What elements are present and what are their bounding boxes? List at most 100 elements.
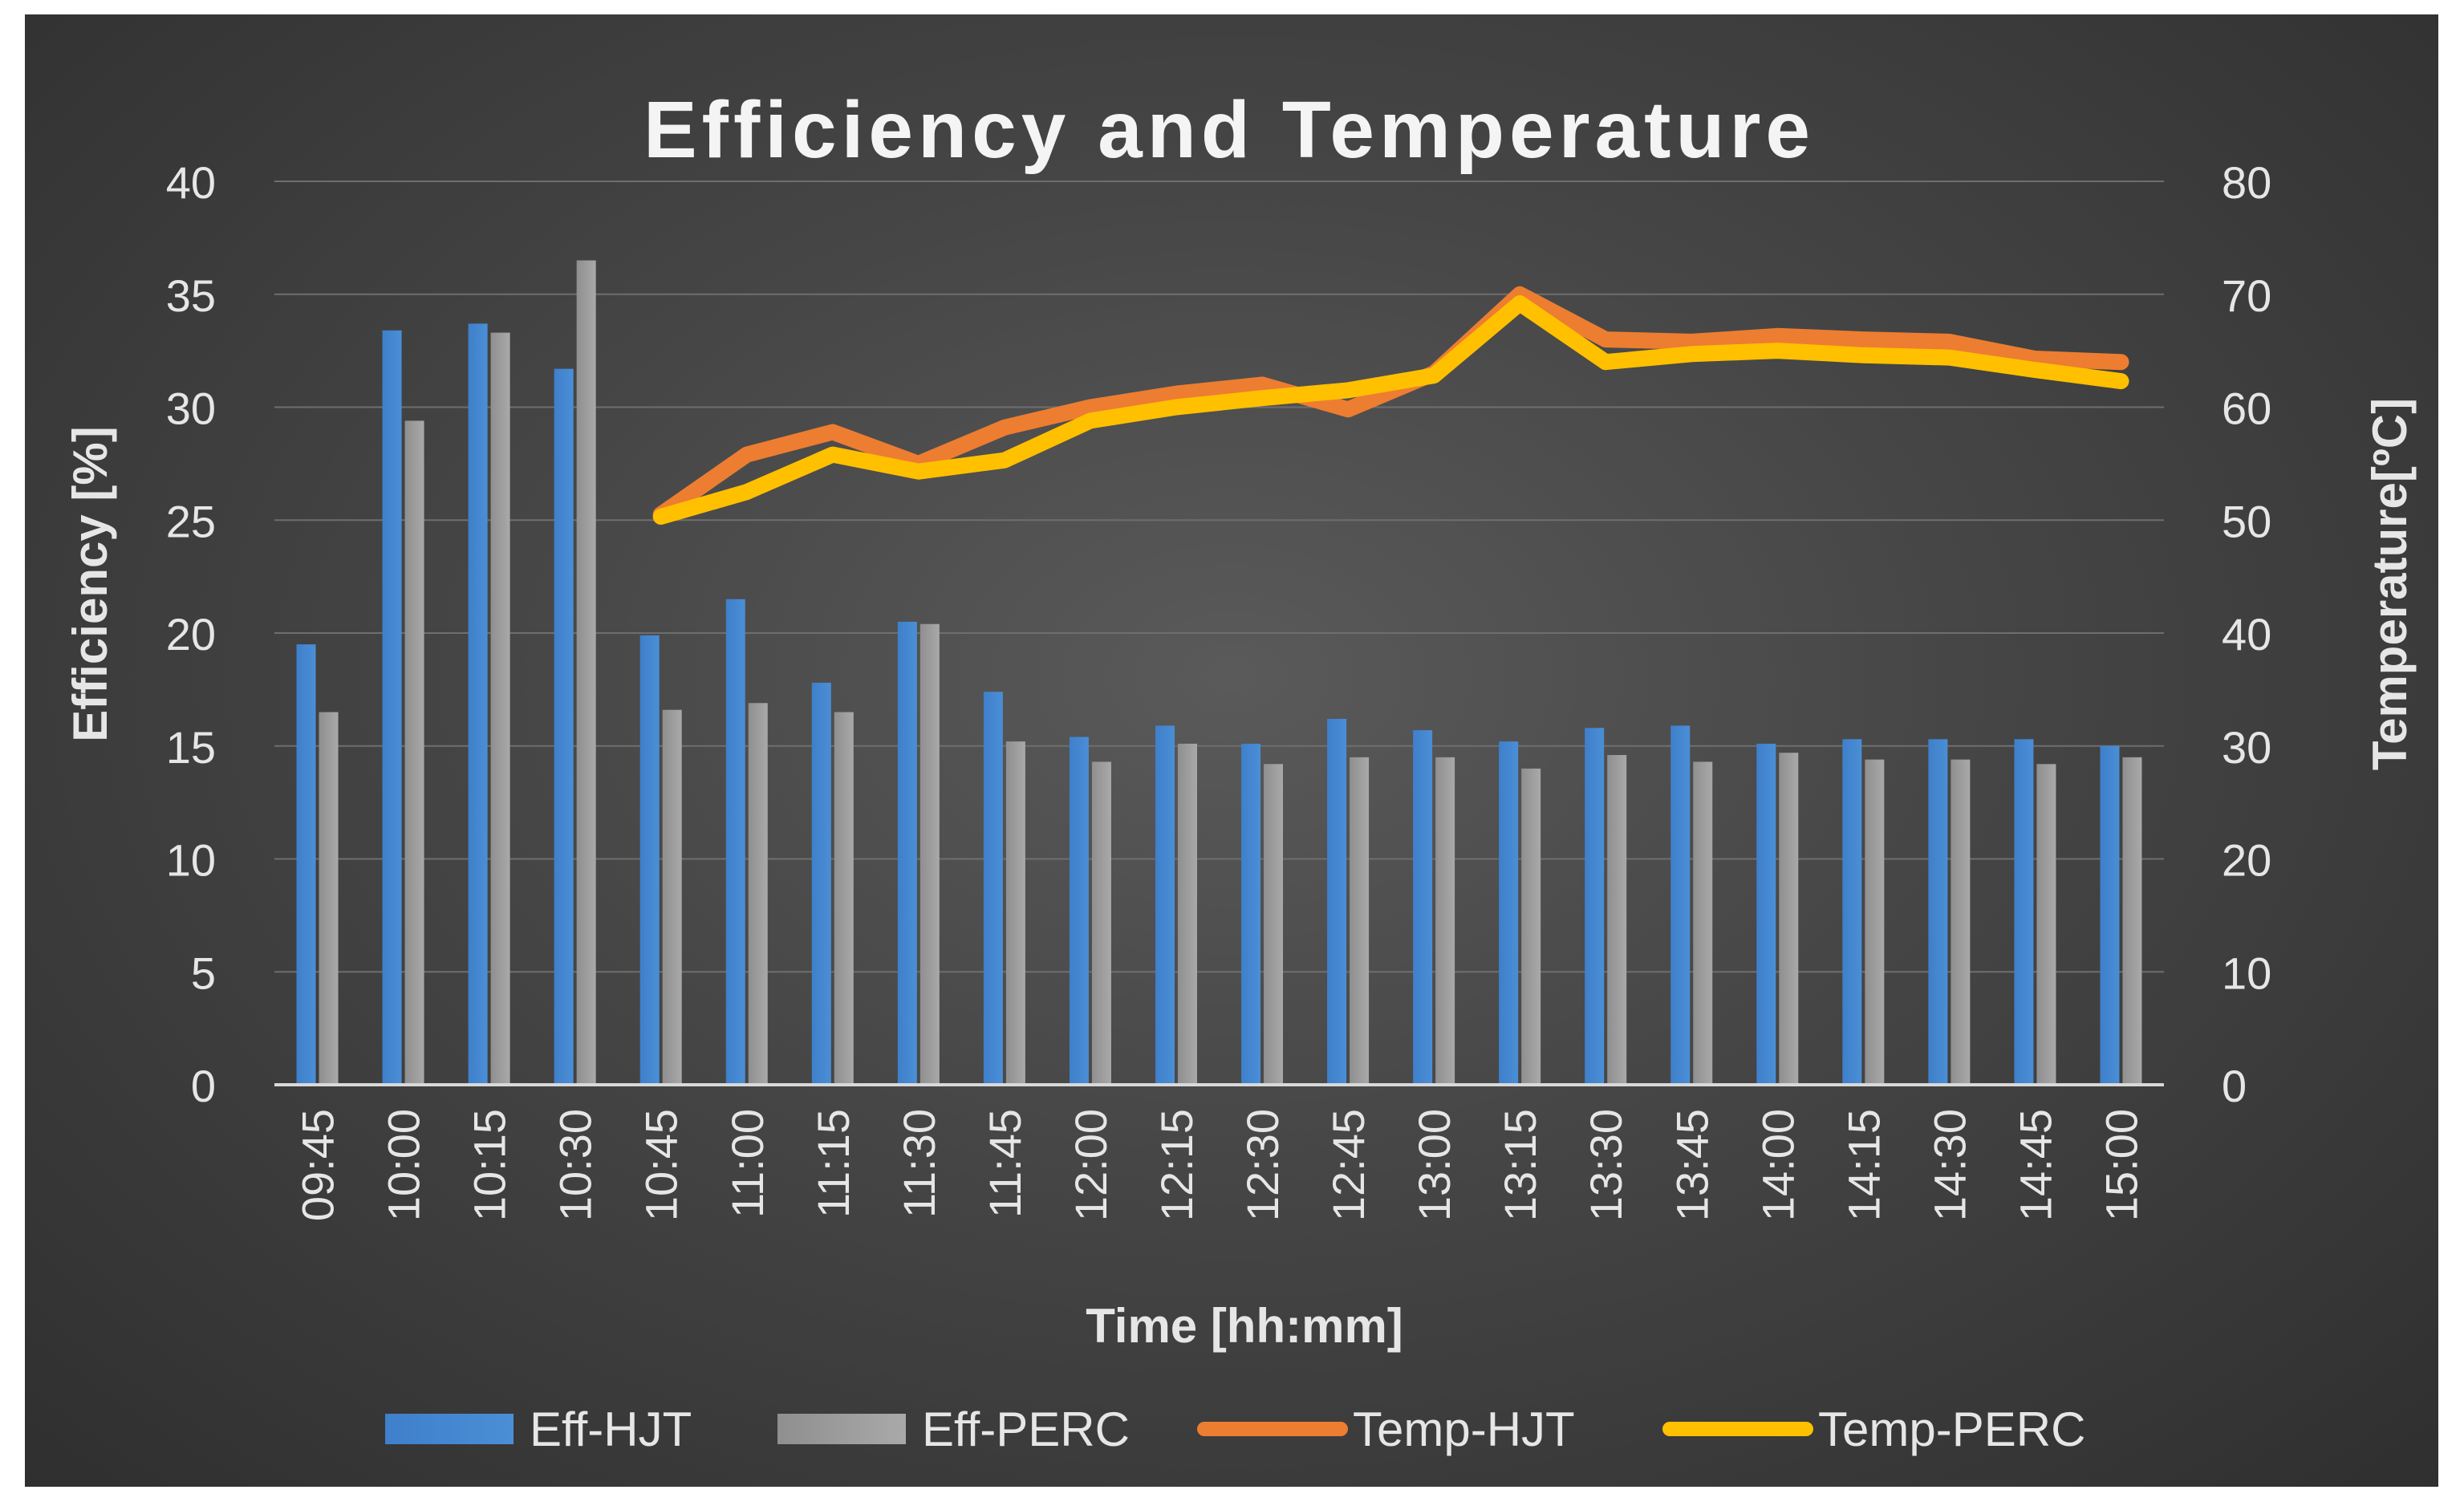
bar-eff-hjt-1230 bbox=[1241, 743, 1261, 1085]
bar-eff-perc-1030 bbox=[576, 260, 596, 1085]
bar-eff-hjt-1400 bbox=[1756, 743, 1776, 1085]
legend-swatch-eff-perc bbox=[777, 1414, 906, 1444]
bar-eff-hjt-1100 bbox=[725, 599, 745, 1085]
legend-swatch-eff-hjt bbox=[385, 1414, 514, 1444]
x-tick-label: 12:00 bbox=[1066, 1109, 1116, 1221]
bar-eff-hjt-1045 bbox=[639, 635, 660, 1085]
y2-tick-label: 80 bbox=[2222, 157, 2271, 208]
x-tick-label: 11:00 bbox=[722, 1109, 773, 1218]
bar-eff-perc-1015 bbox=[490, 332, 510, 1086]
bar-eff-hjt-1115 bbox=[811, 682, 831, 1085]
bar-eff-hjt-1030 bbox=[554, 368, 574, 1085]
bar-eff-perc-0945 bbox=[319, 712, 339, 1085]
y-tick-label: 25 bbox=[166, 496, 216, 546]
x-tick-label: 11:30 bbox=[894, 1109, 944, 1218]
y2-tick-label: 30 bbox=[2222, 722, 2271, 773]
y-tick-label: 15 bbox=[166, 722, 216, 773]
bar-eff-hjt-1430 bbox=[1928, 739, 1948, 1085]
bar-eff-perc-1245 bbox=[1350, 757, 1370, 1085]
y-tick-label: 10 bbox=[166, 835, 216, 886]
bar-eff-hjt-0945 bbox=[296, 644, 316, 1085]
y-tick-label: 0 bbox=[191, 1061, 216, 1111]
bar-eff-hjt-1245 bbox=[1327, 718, 1347, 1085]
bar-eff-perc-1000 bbox=[404, 420, 424, 1085]
x-tick-label: 09:45 bbox=[293, 1109, 343, 1221]
bar-eff-perc-1430 bbox=[1950, 759, 1971, 1085]
x-tick-label: 10:30 bbox=[550, 1109, 601, 1221]
bar-eff-perc-1200 bbox=[1091, 761, 1111, 1085]
bar-eff-perc-1115 bbox=[834, 712, 854, 1085]
x-tick-label: 15:00 bbox=[2096, 1109, 2146, 1221]
bar-eff-hjt-1130 bbox=[897, 621, 917, 1085]
x-axis-title: Time [hh:mm] bbox=[1086, 1299, 1403, 1353]
x-tick-label: 12:15 bbox=[1151, 1109, 1202, 1221]
bar-eff-perc-1215 bbox=[1177, 743, 1197, 1085]
bar-eff-hjt-1315 bbox=[1499, 741, 1519, 1085]
x-tick-label: 13:45 bbox=[1666, 1109, 1717, 1221]
bar-eff-hjt-1215 bbox=[1155, 725, 1175, 1085]
bar-eff-perc-1130 bbox=[919, 623, 940, 1085]
y2-tick-label: 0 bbox=[2222, 1061, 2247, 1111]
x-tick-label: 11:45 bbox=[980, 1109, 1030, 1218]
temperature-lines bbox=[652, 286, 2129, 525]
bar-eff-hjt-1345 bbox=[1670, 725, 1691, 1085]
bar-eff-hjt-1300 bbox=[1413, 730, 1433, 1085]
y2-tick-label: 50 bbox=[2222, 496, 2271, 546]
y2-tick-label: 70 bbox=[2222, 270, 2271, 321]
legend-label-eff-hjt: Eff-HJT bbox=[530, 1402, 692, 1456]
x-tick-label: 14:45 bbox=[2010, 1109, 2060, 1221]
bar-eff-hjt-1200 bbox=[1069, 737, 1089, 1085]
chart-frame: Efficiency and Temperature 0 5 10 15 20 25 30 3… bbox=[25, 14, 2438, 1487]
x-tick-label: 14:30 bbox=[1924, 1109, 1975, 1221]
y2-tick-label: 20 bbox=[2222, 835, 2271, 886]
legend-label-temp-perc: Temp-PERC bbox=[1818, 1402, 2085, 1456]
bar-eff-hjt-1500 bbox=[2100, 745, 2120, 1085]
x-tick-label: 14:00 bbox=[1752, 1109, 1803, 1221]
bar-eff-perc-1300 bbox=[1435, 757, 1455, 1085]
x-tick-label: 13:00 bbox=[1409, 1109, 1459, 1221]
legend-label-temp-hjt: Temp-HJT bbox=[1353, 1402, 1575, 1456]
legend-label-eff-perc: Eff-PERC bbox=[922, 1402, 1130, 1456]
bar-eff-hjt-1415 bbox=[1842, 739, 1862, 1085]
chart-canvas: Efficiency and Temperature 0 5 10 15 20 25 30 3… bbox=[63, 85, 2417, 1456]
bar-eff-hjt-1445 bbox=[2014, 739, 2034, 1085]
bar-eff-hjt-1000 bbox=[382, 330, 402, 1085]
bar-eff-perc-1045 bbox=[662, 709, 682, 1085]
y-tick-label: 35 bbox=[166, 270, 216, 321]
y-tick-label: 40 bbox=[166, 157, 216, 208]
bar-eff-perc-1345 bbox=[1693, 761, 1713, 1085]
x-tick-label: 10:15 bbox=[465, 1109, 515, 1221]
bar-eff-perc-1500 bbox=[2122, 757, 2142, 1085]
x-tick-label: 10:00 bbox=[379, 1109, 429, 1221]
y-tick-label: 30 bbox=[166, 384, 216, 434]
y-tick-label: 5 bbox=[191, 948, 216, 998]
x-tick-label: 12:45 bbox=[1323, 1109, 1374, 1221]
bar-eff-perc-1400 bbox=[1779, 753, 1799, 1085]
x-tick-label: 11:15 bbox=[808, 1109, 859, 1218]
axes: 0 5 10 15 20 25 30 35 40 0 10 20 30 40 50 60 70 80 09:45 10… bbox=[166, 157, 2272, 1221]
bar-eff-hjt-1015 bbox=[468, 323, 488, 1086]
bar-eff-perc-1315 bbox=[1521, 768, 1541, 1085]
bar-eff-perc-1445 bbox=[2036, 764, 2056, 1085]
bar-eff-perc-1230 bbox=[1264, 764, 1284, 1085]
line-temp-perc bbox=[652, 295, 2129, 525]
y2-tick-label: 10 bbox=[2222, 948, 2271, 998]
x-tick-label: 10:45 bbox=[636, 1109, 687, 1221]
line-temp-hjt bbox=[652, 286, 2129, 523]
y-tick-label: 20 bbox=[166, 609, 216, 660]
y2-axis-title: Temperature[ºC] bbox=[2363, 398, 2417, 770]
legend: Eff-HJT Eff-PERC Temp-HJT Temp-PERC bbox=[385, 1402, 2085, 1456]
bar-eff-perc-1145 bbox=[1005, 741, 1025, 1085]
y2-tick-label: 40 bbox=[2222, 609, 2271, 660]
bar-eff-hjt-1330 bbox=[1585, 728, 1605, 1085]
bar-eff-perc-1100 bbox=[748, 703, 768, 1085]
x-tick-label: 14:15 bbox=[1838, 1109, 1889, 1221]
x-tick-label: 13:30 bbox=[1581, 1109, 1631, 1221]
y2-tick-label: 60 bbox=[2222, 384, 2271, 434]
bar-eff-perc-1415 bbox=[1865, 759, 1885, 1085]
bar-eff-perc-1330 bbox=[1607, 755, 1627, 1085]
bar-eff-hjt-1145 bbox=[983, 692, 1003, 1085]
x-tick-label: 12:30 bbox=[1237, 1109, 1288, 1221]
bars bbox=[296, 260, 2142, 1086]
y-axis-title: Efficiency [%] bbox=[63, 426, 117, 741]
